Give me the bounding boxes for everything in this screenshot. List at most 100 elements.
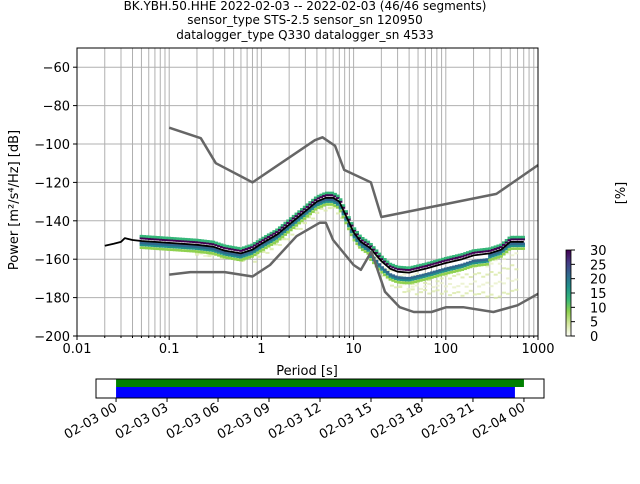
pdf-cell xyxy=(441,273,445,276)
pdf-cell xyxy=(170,248,174,252)
y-tick-label: −140 xyxy=(34,215,70,230)
pdf-cell xyxy=(219,252,224,255)
pdf-cell xyxy=(413,267,418,270)
pdf-cell xyxy=(510,235,514,239)
pdf-cell xyxy=(380,266,384,269)
pdf-cell xyxy=(156,236,160,239)
colorbar-label: [%] xyxy=(614,182,629,205)
pdf-cell xyxy=(366,240,371,244)
pdf-cell xyxy=(294,219,299,222)
pdf-cell xyxy=(200,250,205,254)
pdf-cell-low xyxy=(489,262,494,265)
pdf-cell xyxy=(385,260,390,264)
pdf-cell xyxy=(496,246,501,250)
pdf-cell xyxy=(194,240,199,244)
pdf-cell xyxy=(507,245,512,248)
pdf-cell xyxy=(161,247,166,251)
pdf-cell xyxy=(305,203,310,207)
pdf-cell xyxy=(142,246,147,250)
pdf-cell xyxy=(161,243,166,246)
pdf-cell-low xyxy=(485,281,490,284)
pdf-cell xyxy=(258,238,263,241)
pdf-cell xyxy=(305,210,310,213)
pdf-cell xyxy=(466,253,470,256)
pdf-cell xyxy=(208,240,213,243)
pdf-cell xyxy=(363,250,368,253)
pdf-cell xyxy=(167,245,171,249)
pdf-cell xyxy=(369,242,373,246)
pdf-cell xyxy=(175,248,180,252)
pdf-cell xyxy=(206,239,210,243)
pdf-cell xyxy=(388,278,393,281)
pdf-cell xyxy=(396,267,401,271)
pdf-cell-low xyxy=(464,292,469,295)
pdf-cell xyxy=(258,245,263,248)
pdf-cell xyxy=(427,277,431,280)
pdf-cell xyxy=(352,235,357,239)
pdf-cell xyxy=(488,249,492,252)
pdf-cell xyxy=(159,238,163,241)
pdf-cell xyxy=(521,242,525,246)
pdf-cell xyxy=(513,237,517,241)
pdf-cell xyxy=(391,276,395,279)
pdf-cell xyxy=(150,247,155,250)
pdf-cell-low xyxy=(277,243,282,246)
pdf-cell-low xyxy=(493,259,498,262)
pdf-cell xyxy=(501,252,506,256)
pdf-cell xyxy=(297,210,301,213)
pdf-cell xyxy=(377,254,382,258)
pdf-cell xyxy=(410,278,415,281)
pdf-cell xyxy=(208,251,213,255)
pdf-cell xyxy=(493,256,498,260)
pdf-cell xyxy=(366,249,371,252)
pdf-cell-low xyxy=(427,279,432,282)
pdf-cell xyxy=(410,267,415,271)
pdf-cell xyxy=(241,257,246,261)
pdf-cell xyxy=(460,265,465,269)
pdf-cell xyxy=(479,258,484,262)
pdf-cell xyxy=(311,200,315,204)
pdf-cell xyxy=(269,240,274,244)
pdf-cell xyxy=(255,246,260,250)
pdf-cell xyxy=(181,246,185,249)
pdf-cell xyxy=(383,270,387,274)
pdf-cell xyxy=(427,272,431,275)
pdf-cell xyxy=(457,253,462,257)
pdf-cell xyxy=(419,274,423,277)
pdf-cell xyxy=(358,234,362,238)
pdf-cell xyxy=(349,230,354,234)
pdf-cell xyxy=(167,236,171,240)
pdf-cell xyxy=(454,266,459,270)
pdf-cell xyxy=(352,227,357,230)
pdf-cell xyxy=(250,243,254,247)
pdf-cell xyxy=(139,234,144,238)
pdf-cell xyxy=(178,237,182,241)
pdf-cell xyxy=(280,230,285,234)
pdf-cell xyxy=(477,250,481,254)
pdf-cell xyxy=(371,246,376,249)
pdf-cell-low xyxy=(464,285,469,288)
pdf-cell xyxy=(477,259,481,262)
pdf-cell xyxy=(374,251,379,254)
pdf-cell xyxy=(266,244,271,248)
pdf-cell xyxy=(203,241,207,245)
pdf-cell xyxy=(360,238,365,242)
pdf-cell xyxy=(222,255,227,259)
pdf-cell xyxy=(446,268,451,272)
pdf-cell xyxy=(142,235,147,238)
pdf-cell xyxy=(521,237,525,241)
pdf-cell xyxy=(150,242,155,245)
pdf-cell xyxy=(369,244,373,248)
pdf-cell xyxy=(233,257,238,261)
pdf-cell xyxy=(482,263,487,266)
pdf-cell xyxy=(344,212,348,215)
pdf-cell xyxy=(175,237,180,240)
pdf-cell xyxy=(441,257,445,261)
pdf-cell xyxy=(313,198,318,202)
pdf-cell-low xyxy=(282,238,287,241)
pdf-cell xyxy=(496,256,501,259)
pdf-cell-low xyxy=(327,207,332,210)
pdf-cell xyxy=(347,218,351,221)
pdf-cell xyxy=(286,228,290,231)
pdf-cell xyxy=(200,239,205,242)
